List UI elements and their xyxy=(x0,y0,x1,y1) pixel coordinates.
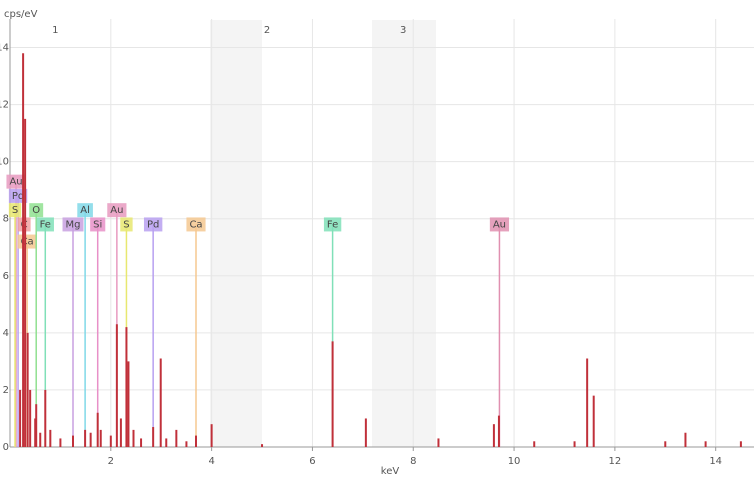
x-tick-label: 8 xyxy=(410,456,416,467)
marker-label-bg xyxy=(323,217,342,232)
y-tick-label: 14 xyxy=(0,43,9,54)
marker-label: S xyxy=(12,205,18,216)
marker-label: Ca xyxy=(21,237,34,248)
marker-label: Pd xyxy=(12,191,24,202)
marker-label-bg xyxy=(120,217,133,232)
marker-label-bg xyxy=(143,217,163,232)
x-tick-label: 4 xyxy=(208,456,214,467)
y-tick-label: 6 xyxy=(3,271,9,282)
region-label: 3 xyxy=(400,25,406,36)
x-tick-label: 14 xyxy=(709,456,722,467)
element-marker: Au xyxy=(489,217,510,447)
element-marker: Si xyxy=(90,217,106,447)
y-tick-label: 12 xyxy=(0,100,9,111)
element-marker: Ca xyxy=(186,217,206,447)
marker-label-bg xyxy=(6,174,26,189)
marker-label-bg xyxy=(8,203,22,218)
marker-label-bg xyxy=(29,203,44,218)
region-band xyxy=(372,20,436,447)
element-marker: Au xyxy=(6,174,26,447)
element-marker: Al xyxy=(77,203,93,447)
x-tick-label: 12 xyxy=(609,456,622,467)
x-tick-label: 2 xyxy=(108,456,114,467)
marker-label: Au xyxy=(110,205,123,216)
marker-label-bg xyxy=(17,217,31,232)
y-tick-label: 8 xyxy=(3,214,9,225)
region-label: 1 xyxy=(52,25,58,36)
element-marker: C xyxy=(17,217,31,447)
marker-label: Fe xyxy=(327,219,338,230)
x-tick-label: 10 xyxy=(508,456,521,467)
x-axis-title: keV xyxy=(381,466,400,477)
marker-label: C xyxy=(21,219,28,230)
marker-label-bg xyxy=(36,217,54,232)
marker-label-bg xyxy=(489,217,510,232)
y-tick-label: 0 xyxy=(3,442,9,453)
y-tick-label: 4 xyxy=(3,328,9,339)
marker-label-bg xyxy=(107,203,127,218)
y-tick-label: 10 xyxy=(0,157,9,168)
element-marker: Pd xyxy=(143,217,163,447)
marker-label-bg xyxy=(90,217,106,232)
marker-label: S xyxy=(123,219,129,230)
marker-label-bg xyxy=(77,203,93,218)
y-tick-label: 2 xyxy=(3,385,9,396)
y-axis-title: cps/eV xyxy=(4,9,38,20)
marker-label: Ca xyxy=(189,219,202,230)
marker-label-bg xyxy=(62,217,84,232)
marker-label: Pd xyxy=(147,219,159,230)
region-band xyxy=(210,20,262,447)
marker-label: Au xyxy=(9,177,22,188)
marker-label: Fe xyxy=(40,219,51,230)
marker-label: Si xyxy=(93,219,102,230)
x-tick-label: 6 xyxy=(309,456,315,467)
element-marker: Mg xyxy=(62,217,84,447)
marker-label: Al xyxy=(80,205,90,216)
region-label: 2 xyxy=(264,25,270,36)
element-marker: S xyxy=(8,203,22,447)
marker-label: O xyxy=(32,205,40,216)
marker-label: Mg xyxy=(66,219,81,230)
marker-label-bg xyxy=(186,217,206,232)
marker-label: Au xyxy=(493,219,506,230)
